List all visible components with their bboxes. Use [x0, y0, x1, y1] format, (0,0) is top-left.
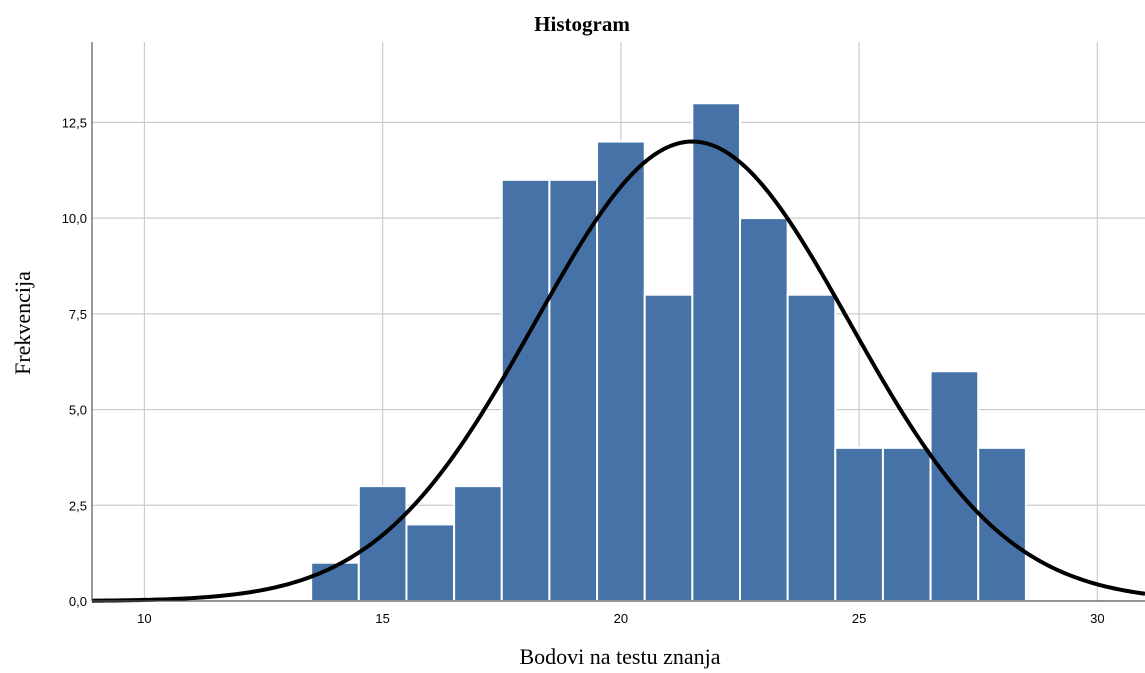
axes: [91, 42, 1145, 602]
x-tick-label: 20: [614, 611, 628, 626]
histogram-bar: [691, 102, 742, 602]
histogram-bar: [548, 178, 599, 603]
histogram-bar: [453, 485, 503, 603]
y-tick-label: 7,5: [69, 307, 87, 322]
chart-title: Histogram: [534, 12, 630, 36]
y-tick-label: 5,0: [69, 403, 87, 418]
histogram-bar: [596, 140, 646, 602]
histogram-bar: [500, 178, 551, 603]
histogram-bar: [405, 523, 456, 603]
x-tick-label: 15: [375, 611, 389, 626]
histogram-bar: [643, 293, 694, 602]
histogram-bar: [834, 446, 884, 602]
x-axis-label: Bodovi na testu znanja: [519, 644, 720, 669]
y-tick-label: 0,0: [69, 594, 87, 609]
x-tick-label: 10: [137, 611, 151, 626]
histogram-bars: [310, 102, 1027, 603]
x-tick-label: 30: [1090, 611, 1104, 626]
normal-distribution-curve: [91, 139, 1145, 603]
x-tick-label: 25: [852, 611, 866, 626]
y-tick-label: 10,0: [62, 211, 87, 226]
y-tick-label: 2,5: [69, 498, 87, 513]
y-tick-label: 12,5: [62, 115, 87, 130]
histogram-bar: [881, 446, 932, 602]
histogram-bar: [786, 293, 837, 602]
histogram-bar: [739, 217, 789, 602]
tick-labels: 0,0 2,5 5,0 7,5 10,0 12,5 10 15 20 25 30: [62, 115, 1105, 626]
histogram-bar: [357, 485, 408, 603]
histogram-bar: [977, 446, 1027, 602]
y-axis-label: Frekvencija: [10, 271, 35, 375]
